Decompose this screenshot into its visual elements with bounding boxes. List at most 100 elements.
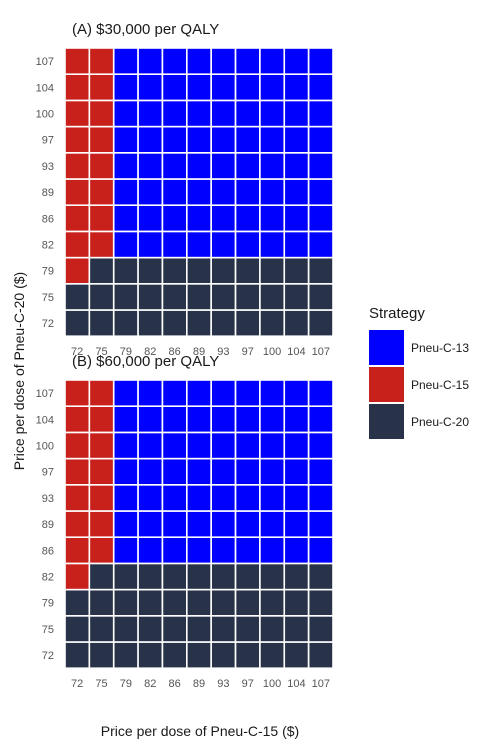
x-tick-label: 104: [287, 346, 305, 358]
heatmap-cell: [186, 47, 212, 76]
heatmap-cell: [259, 588, 286, 617]
heatmap-cell: [186, 256, 212, 285]
heatmap-cell: [259, 47, 286, 76]
y-tick-label: 93: [42, 493, 54, 505]
heatmap-cell: [210, 230, 237, 259]
heatmap-cell: [283, 204, 310, 233]
y-axis-label: Price per dose of Pneu-C-20 ($): [11, 272, 27, 470]
heatmap-cell: [88, 152, 115, 180]
y-tick-label: 72: [42, 318, 54, 330]
heatmap-cell: [283, 256, 310, 285]
heatmap-cell: [186, 431, 212, 460]
heatmap-cell: [137, 510, 164, 539]
y-tick-label: 89: [42, 187, 54, 199]
x-tick-label: 100: [263, 678, 281, 690]
heatmap-cell: [210, 178, 237, 207]
heatmap-cell: [186, 483, 212, 512]
heatmap-cell: [88, 379, 115, 408]
heatmap-cell: [259, 152, 286, 180]
heatmap-cell: [88, 614, 115, 643]
heatmap-cell: [64, 562, 91, 591]
heatmap-cell: [186, 125, 212, 154]
heatmap-cell: [210, 510, 237, 539]
heatmap-cell: [64, 510, 91, 539]
heatmap-cell: [64, 483, 91, 512]
heatmap-cell: [112, 405, 139, 434]
heatmap-cell: [137, 641, 164, 670]
heatmap-cell: [283, 483, 310, 512]
heatmap-cell: [161, 230, 188, 259]
y-tick-label: 89: [42, 519, 54, 531]
heatmap-panel: (A) $30,000 per QALY 72 75 79 82 86 89 93 97 100 1…: [36, 21, 334, 358]
legend: Strategy Pneu-C-13 Pneu-C-15 Pneu-C-20: [369, 305, 469, 439]
y-tick-label: 79: [42, 598, 54, 610]
y-tick-label: 97: [42, 135, 54, 147]
legend-label: Pneu-C-13: [411, 341, 469, 355]
heatmap-cell: [307, 256, 334, 285]
heatmap-cell: [88, 256, 115, 285]
heatmap-cell: [161, 536, 188, 565]
x-tick-label: 107: [312, 346, 330, 358]
heatmap-cell: [161, 457, 188, 486]
heatmap-cell: [259, 379, 286, 408]
heatmap-cell: [137, 282, 164, 311]
heatmap-cell: [112, 379, 139, 408]
x-tick-label: 86: [169, 678, 181, 690]
heatmap-cell: [186, 309, 212, 338]
heatmap-cell: [259, 73, 286, 102]
heatmap-cell: [234, 256, 261, 285]
heatmap-cell: [112, 457, 139, 486]
heatmap-cell: [234, 588, 261, 617]
heatmap-cell: [64, 588, 91, 617]
heatmap-cell: [234, 457, 261, 486]
heatmap-cell: [112, 510, 139, 539]
heatmap-cell: [186, 588, 212, 617]
heatmap-cell: [112, 641, 139, 670]
heatmap-cell: [234, 99, 261, 128]
heatmap-cell: [307, 483, 334, 512]
heatmap-cell: [161, 379, 188, 408]
legend-label: Pneu-C-20: [411, 415, 469, 429]
heatmap-cell: [283, 614, 310, 643]
heatmap-cell: [234, 483, 261, 512]
heatmap-cell: [161, 256, 188, 285]
heatmap-cell: [307, 125, 334, 154]
heatmap-cell: [210, 379, 237, 408]
heatmap-cell: [307, 510, 334, 539]
heatmap-cell: [88, 536, 115, 565]
x-tick-label: 89: [193, 346, 205, 358]
heatmap-cell: [186, 73, 212, 102]
heatmap-cell: [137, 483, 164, 512]
heatmap-cell: [234, 536, 261, 565]
heatmap-cell: [307, 230, 334, 259]
heatmap-cell: [112, 230, 139, 259]
heatmap-cell: [234, 178, 261, 207]
y-tick-label: 97: [42, 467, 54, 479]
y-tick-label: 75: [42, 624, 54, 636]
heatmap-cell: [307, 405, 334, 434]
panel-title: (A) $30,000 per QALY: [72, 21, 219, 38]
heatmap-cell: [307, 178, 334, 207]
heatmap-cell: [186, 99, 212, 128]
heatmap-cell: [307, 282, 334, 311]
heatmap-cell: [137, 73, 164, 102]
y-tick-label: 75: [42, 292, 54, 304]
heatmap-cell: [112, 178, 139, 207]
heatmap-cell: [186, 510, 212, 539]
heatmap-cell: [161, 588, 188, 617]
heatmap-cell: [283, 152, 310, 180]
heatmap-cell: [307, 641, 334, 670]
heatmap-cell: [186, 536, 212, 565]
y-tick-label: 107: [36, 388, 54, 400]
heatmap-cell: [210, 457, 237, 486]
heatmap-cell: [112, 562, 139, 591]
heatmap-cell: [112, 536, 139, 565]
heatmap-cell: [161, 178, 188, 207]
heatmap-cell: [210, 641, 237, 670]
heatmap-cell: [234, 152, 261, 180]
heatmap-cell: [210, 282, 237, 311]
heatmap-cell: [88, 588, 115, 617]
heatmap-cell: [161, 204, 188, 233]
y-tick-label: 86: [42, 545, 54, 557]
